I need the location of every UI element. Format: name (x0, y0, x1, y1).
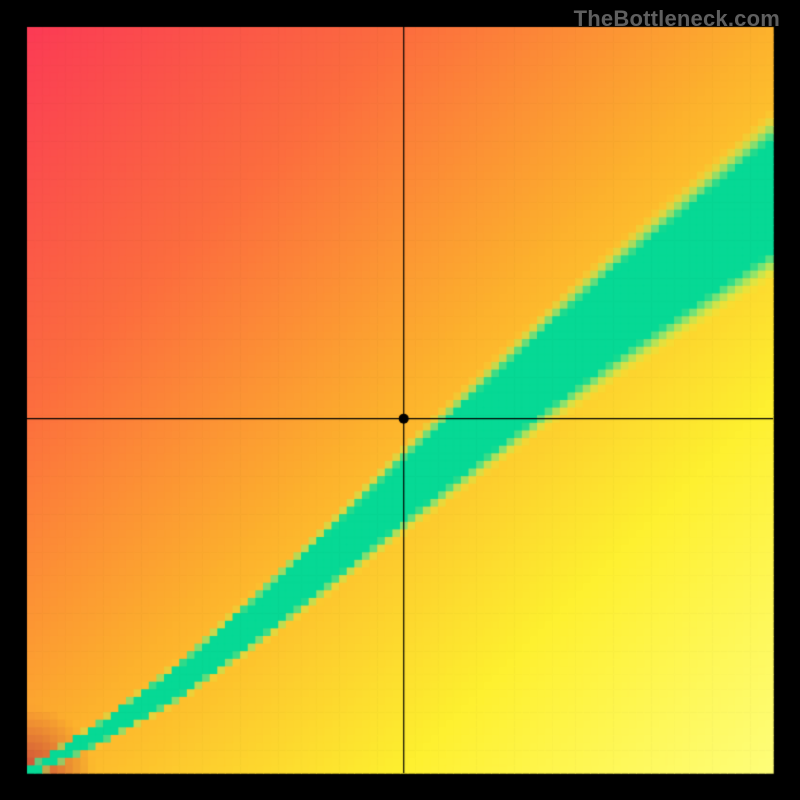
chart-container: TheBottleneck.com (0, 0, 800, 800)
heatmap-canvas (0, 0, 800, 800)
watermark-text: TheBottleneck.com (574, 6, 780, 32)
